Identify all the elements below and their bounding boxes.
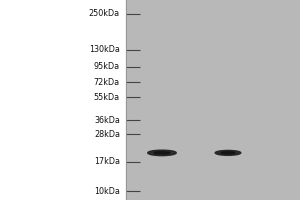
Ellipse shape xyxy=(154,152,170,154)
Text: 130kDa: 130kDa xyxy=(89,45,120,54)
Text: 72kDa: 72kDa xyxy=(94,78,120,87)
Text: 36kDa: 36kDa xyxy=(94,116,120,125)
Text: 55kDa: 55kDa xyxy=(94,93,120,102)
Text: 10kDa: 10kDa xyxy=(94,187,120,196)
Ellipse shape xyxy=(148,150,176,156)
Ellipse shape xyxy=(221,152,235,154)
Text: 95kDa: 95kDa xyxy=(94,62,120,71)
Text: 28kDa: 28kDa xyxy=(94,130,120,139)
Text: 250kDa: 250kDa xyxy=(89,9,120,18)
Ellipse shape xyxy=(215,150,241,155)
Bar xyxy=(126,0,300,200)
Text: 17kDa: 17kDa xyxy=(94,157,120,166)
